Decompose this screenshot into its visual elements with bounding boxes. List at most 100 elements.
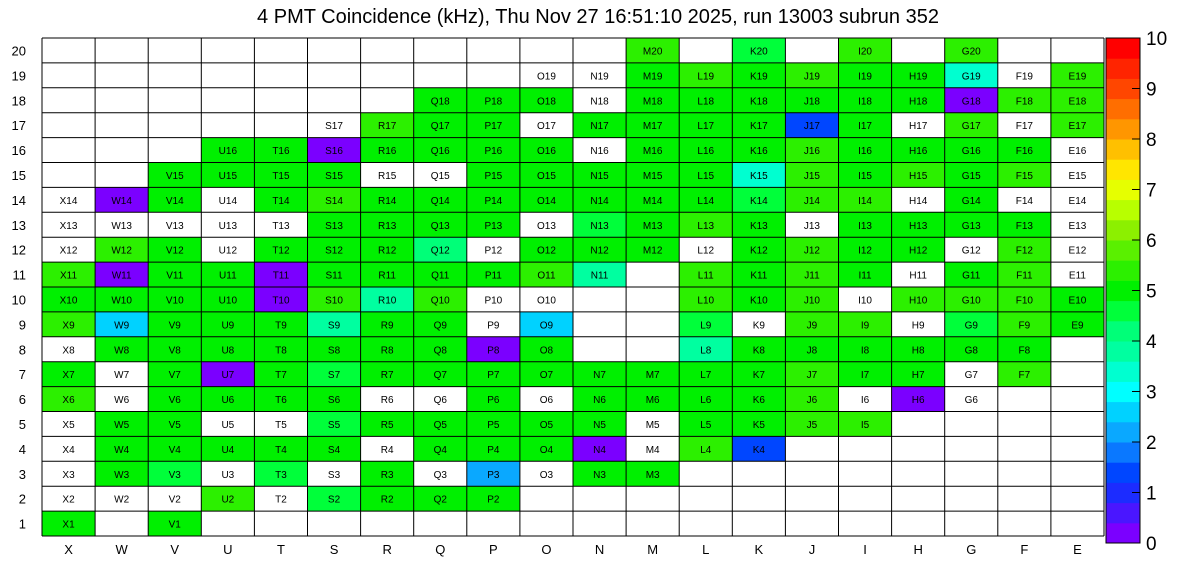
cell-label-T2: T2: [275, 495, 287, 506]
y-tick-19: 19: [12, 68, 26, 83]
cell-T15: [254, 162, 308, 188]
cell-label-M15: M15: [643, 171, 663, 182]
cell-R2: [360, 486, 414, 512]
cell-label-G14: G14: [962, 196, 981, 207]
cell-M3: [626, 461, 680, 487]
cell-label-T3: T3: [275, 470, 287, 481]
cell-label-X14: X14: [60, 196, 78, 207]
cell-R13: [360, 212, 414, 238]
cell-I10: [838, 287, 892, 312]
cell-label-U11: U11: [219, 271, 237, 282]
cell-O4: [519, 436, 573, 462]
cell-label-T16: T16: [272, 146, 290, 157]
cell-label-U15: U15: [219, 171, 238, 182]
cell-label-X3: X3: [62, 470, 75, 481]
cell-E17: [1050, 112, 1104, 138]
cell-label-H15: H15: [909, 171, 928, 182]
cell-Q16: [413, 137, 467, 163]
cell-label-O12: O12: [537, 246, 556, 257]
cell-F19: [997, 62, 1051, 88]
cell-F8: [997, 336, 1051, 362]
cell-K14: [732, 187, 786, 213]
cell-P13: [466, 212, 520, 238]
cell-P18: [466, 87, 520, 113]
cell-K6: [732, 386, 786, 412]
cell-O13: [519, 212, 573, 238]
cell-label-V12: V12: [166, 246, 184, 257]
cell-U13: [201, 212, 255, 238]
cell-M20: [626, 38, 680, 63]
cell-label-H10: H10: [909, 295, 928, 306]
colorbar-tick-5: 5: [1146, 282, 1157, 303]
cell-label-P14: P14: [484, 196, 502, 207]
cell-label-Q2: Q2: [434, 495, 448, 506]
cell-H15: [891, 162, 945, 188]
cell-label-K12: K12: [750, 246, 768, 257]
cell-label-I14: I14: [858, 196, 872, 207]
cell-H6: [891, 386, 945, 412]
cell-label-G12: G12: [962, 246, 981, 257]
cell-U10: [201, 287, 255, 312]
cell-M19: [626, 62, 680, 88]
cell-label-F9: F9: [1019, 320, 1031, 331]
colorbar-segment: [1106, 442, 1140, 463]
cell-M5: [626, 411, 680, 437]
cell-I13: [838, 212, 892, 238]
cell-label-G10: G10: [962, 295, 981, 306]
cell-G13: [944, 212, 998, 238]
cell-label-P17: P17: [484, 121, 502, 132]
cell-X12: [42, 237, 96, 263]
cell-label-P18: P18: [484, 96, 502, 107]
colorbar-segment: [1106, 139, 1140, 160]
cell-J13: [785, 212, 839, 238]
cell-K15: [732, 162, 786, 188]
cell-K20: [732, 38, 786, 63]
cell-H8: [891, 336, 945, 362]
cell-label-M13: M13: [643, 221, 663, 232]
cell-O19: [519, 62, 573, 88]
cell-O7: [519, 361, 573, 387]
cell-label-N12: N12: [590, 246, 609, 257]
cell-label-M14: M14: [643, 196, 663, 207]
cell-label-I20: I20: [858, 46, 872, 57]
cell-label-U6: U6: [221, 395, 234, 406]
cell-G17: [944, 112, 998, 138]
colorbar-tick-0: 0: [1146, 534, 1157, 555]
cell-L4: [679, 436, 733, 462]
cell-label-R14: R14: [378, 196, 397, 207]
cell-L5: [679, 411, 733, 437]
x-tick-E: E: [1073, 542, 1082, 557]
cell-H11: [891, 262, 945, 287]
cell-G16: [944, 137, 998, 163]
x-tick-V: V: [170, 542, 179, 557]
cell-label-M18: M18: [643, 96, 663, 107]
cell-label-N4: N4: [593, 445, 606, 456]
cell-label-L9: L9: [700, 320, 712, 331]
cell-label-S12: S12: [325, 246, 343, 257]
cell-label-L19: L19: [697, 71, 714, 82]
cell-I8: [838, 336, 892, 362]
cell-label-W8: W8: [114, 345, 129, 356]
cell-Q4: [413, 436, 467, 462]
cell-T2: [254, 486, 308, 512]
cell-R8: [360, 336, 414, 362]
cell-O10: [519, 287, 573, 312]
x-tick-J: J: [809, 542, 816, 557]
cell-label-W6: W6: [114, 395, 129, 406]
cell-label-M17: M17: [643, 121, 663, 132]
cell-Q5: [413, 411, 467, 437]
cell-label-O6: O6: [540, 395, 554, 406]
cell-label-R7: R7: [381, 370, 394, 381]
cell-G12: [944, 237, 998, 263]
cell-label-K8: K8: [753, 345, 766, 356]
x-tick-M: M: [647, 542, 658, 557]
x-tick-F: F: [1020, 542, 1028, 557]
cell-label-R4: R4: [381, 445, 394, 456]
cell-P16: [466, 137, 520, 163]
cell-label-P4: P4: [487, 445, 500, 456]
cell-label-P11: P11: [485, 271, 502, 282]
cell-M18: [626, 87, 680, 113]
cell-P10: [466, 287, 520, 312]
cell-label-E18: E18: [1069, 96, 1087, 107]
